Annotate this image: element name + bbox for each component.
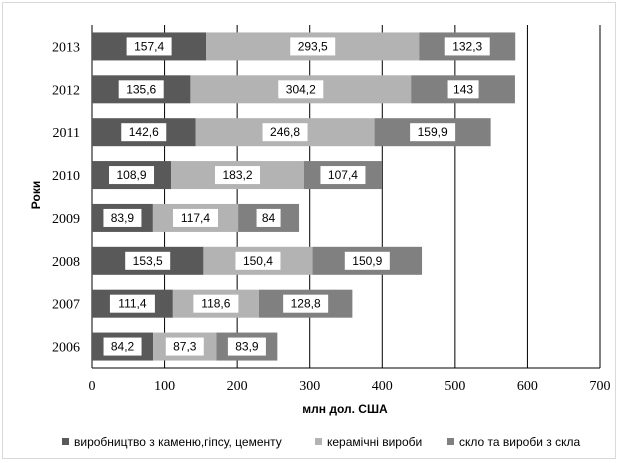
data-label-2010-0: 108,9 <box>116 168 146 182</box>
data-label-box-2006-1 <box>165 337 204 356</box>
data-label-box-2013-1 <box>290 37 336 56</box>
data-label-box-2012-0 <box>118 80 164 99</box>
x-axis-title: млн дол. США <box>302 402 388 416</box>
data-label-2011-1: 246,8 <box>270 125 300 139</box>
x-tick-400: 400 <box>372 379 393 394</box>
data-label-box-2006-0 <box>103 337 142 356</box>
y-tick-2007: 2007 <box>52 298 80 313</box>
y-axis-title: Роки <box>29 181 43 209</box>
data-label-2006-1: 87,3 <box>173 340 197 354</box>
data-label-box-2007-0 <box>109 294 155 313</box>
data-label-2008-2: 150,9 <box>352 254 382 268</box>
x-tick-500: 500 <box>444 379 465 394</box>
data-label-2008-1: 150,4 <box>243 254 273 268</box>
y-tick-2009: 2009 <box>52 212 80 227</box>
data-label-2011-2: 159,9 <box>418 125 448 139</box>
x-tick-300: 300 <box>299 379 320 394</box>
data-label-box-2009-0 <box>103 208 142 227</box>
legend-label-0: виробництво з каменю,гіпсу, цементу <box>74 435 282 449</box>
x-tick-600: 600 <box>517 379 538 394</box>
data-label-2008-0: 153,5 <box>133 254 163 268</box>
data-label-box-2013-2 <box>444 37 490 56</box>
data-label-box-2012-2 <box>447 80 479 99</box>
data-label-2009-0: 83,9 <box>111 211 135 225</box>
x-tick-200: 200 <box>227 379 248 394</box>
legend-label-2: скло та вироби з скла <box>459 435 580 449</box>
data-label-2007-2: 128,8 <box>291 297 321 311</box>
data-label-2006-0: 84,2 <box>111 340 135 354</box>
data-label-2007-1: 118,6 <box>201 297 230 311</box>
y-tick-2010: 2010 <box>52 169 80 184</box>
data-label-2012-1: 304,2 <box>286 82 316 96</box>
data-label-box-2011-0 <box>121 123 167 142</box>
y-tick-2013: 2013 <box>52 40 80 55</box>
data-label-box-2008-1 <box>235 251 281 270</box>
data-label-box-2010-0 <box>109 166 155 185</box>
data-label-2013-2: 132,3 <box>452 39 482 53</box>
data-label-box-2008-0 <box>125 251 171 270</box>
data-label-box-2011-2 <box>410 123 456 142</box>
data-label-2011-0: 142,6 <box>129 125 159 139</box>
data-label-box-2010-2 <box>320 166 366 185</box>
data-label-box-2008-2 <box>344 251 390 270</box>
data-label-box-2009-2 <box>256 208 281 227</box>
data-label-box-2011-1 <box>262 123 308 142</box>
data-label-2010-2: 107,4 <box>328 168 358 182</box>
data-label-2012-0: 135,6 <box>126 82 156 96</box>
y-tick-2012: 2012 <box>52 83 80 98</box>
legend-label-1: керамічні вироби <box>327 435 422 449</box>
data-labels-group: 84,2 87,3 83,9 111,4 118,6 128,8 153,5 150,4 150… <box>103 37 490 356</box>
x-tick-100: 100 <box>154 379 175 394</box>
data-label-box-2006-2 <box>227 337 266 356</box>
data-label-2006-2: 83,9 <box>235 340 259 354</box>
data-label-2012-2: 143 <box>453 82 473 96</box>
y-tick-2011: 2011 <box>53 126 80 141</box>
data-label-box-2007-2 <box>283 294 329 313</box>
legend-swatch-2 <box>447 438 454 445</box>
legend-swatch-1 <box>315 438 322 445</box>
legend-swatch-0 <box>62 438 69 445</box>
data-label-2013-1: 293,5 <box>298 39 328 53</box>
data-label-2013-0: 157,4 <box>134 39 164 53</box>
data-label-2010-1: 183,2 <box>222 168 252 182</box>
legend: виробництво з каменю,гіпсу, цементу керам… <box>62 435 580 449</box>
data-label-box-2007-1 <box>193 294 239 313</box>
data-label-box-2010-1 <box>215 166 261 185</box>
y-tick-2006: 2006 <box>52 341 80 356</box>
data-label-box-2013-0 <box>126 37 172 56</box>
data-label-2007-0: 111,4 <box>118 297 147 311</box>
data-label-2009-2: 84 <box>262 211 276 225</box>
data-label-box-2009-1 <box>172 208 218 227</box>
x-tick-0: 0 <box>89 379 96 394</box>
y-tick-labels: 2006 2007 2008 2009 2010 2011 2012 2013 <box>52 40 80 355</box>
y-tick-2008: 2008 <box>52 255 80 270</box>
x-tick-700: 700 <box>590 379 611 394</box>
data-label-box-2012-1 <box>278 80 324 99</box>
data-label-2009-1: 117,4 <box>181 211 210 225</box>
x-tick-labels: 0 100 200 300 400 500 600 700 <box>89 379 611 394</box>
